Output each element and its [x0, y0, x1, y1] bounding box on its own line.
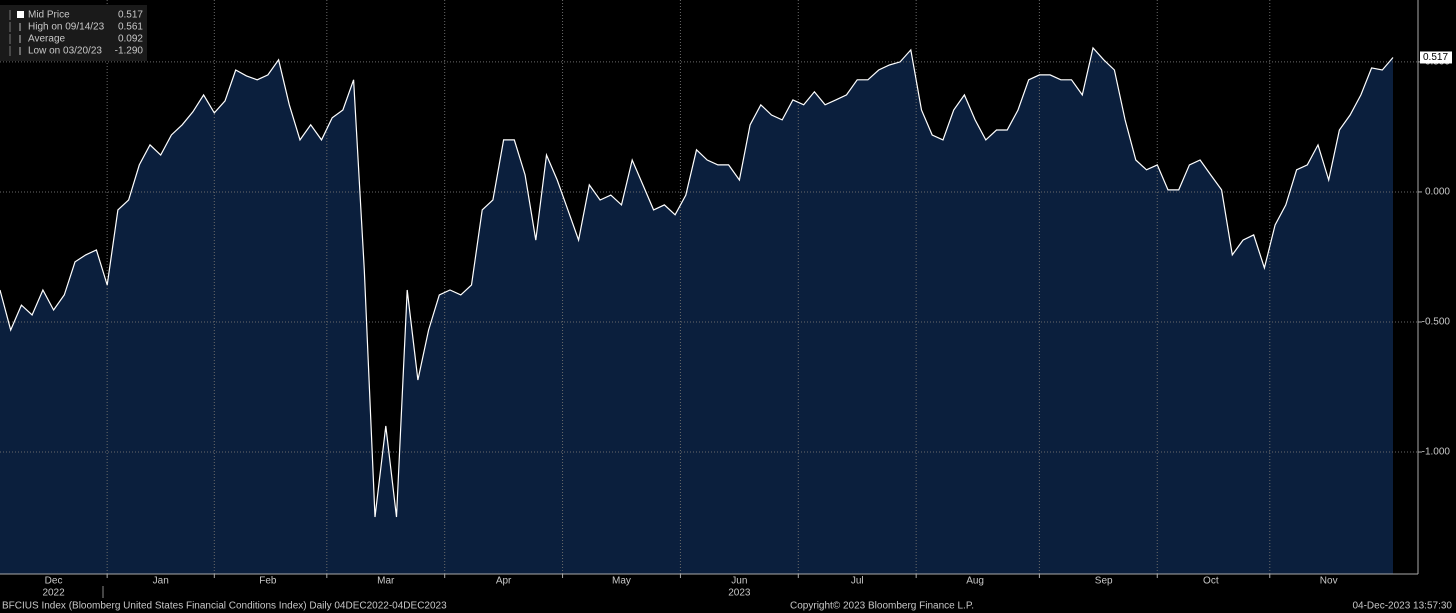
legend-label: High on 09/14/23 [28, 22, 105, 33]
y-tick-label: -0.500 [1422, 317, 1451, 328]
y-tick-label: -1.000 [1422, 447, 1451, 458]
x-tick-label: Aug [966, 576, 984, 587]
x-tick-label: Sep [1095, 576, 1113, 587]
legend-box [0, 5, 147, 61]
x-tick-label: Apr [496, 576, 512, 587]
x-tick-label: Jul [851, 576, 864, 587]
footer-center: Copyright© 2023 Bloomberg Finance L.P. [790, 601, 974, 612]
legend-value: 0.561 [118, 22, 143, 33]
area [0, 47, 1393, 574]
x-year-label: 2022 [42, 588, 65, 599]
legend-label: Mid Price [28, 10, 70, 21]
footer-left: BFCIUS Index (Bloomberg United States Fi… [2, 601, 447, 612]
x-tick-label: Jun [731, 576, 747, 587]
last-value-label: 0.517 [1423, 52, 1448, 63]
x-tick-label: Nov [1320, 576, 1338, 587]
x-tick-label: May [612, 576, 631, 587]
legend: Mid Price 0.517 High on 09/14/23 0.561 Avera… [0, 5, 147, 61]
legend-swatch [17, 11, 24, 18]
last-value-box [1420, 51, 1452, 64]
x-tick-label: Oct [1203, 576, 1219, 587]
x-year-label: 2023 [728, 588, 751, 599]
legend-value: -1.290 [115, 46, 144, 57]
x-tick-label: Feb [259, 576, 277, 587]
legend-label: Low on 03/20/23 [28, 46, 102, 57]
line [0, 46, 1394, 518]
footer-right: 04-Dec-2023 13:57:30 [1352, 601, 1452, 612]
x-tick-label: Dec [45, 576, 63, 587]
legend-value: 0.092 [118, 34, 143, 45]
legend-label: Average [28, 34, 66, 45]
x-tick-label: Mar [377, 576, 395, 587]
x-tick-label: Jan [153, 576, 169, 587]
y-tick-label: 0.000 [1425, 187, 1450, 198]
legend-value: 0.517 [118, 10, 143, 21]
